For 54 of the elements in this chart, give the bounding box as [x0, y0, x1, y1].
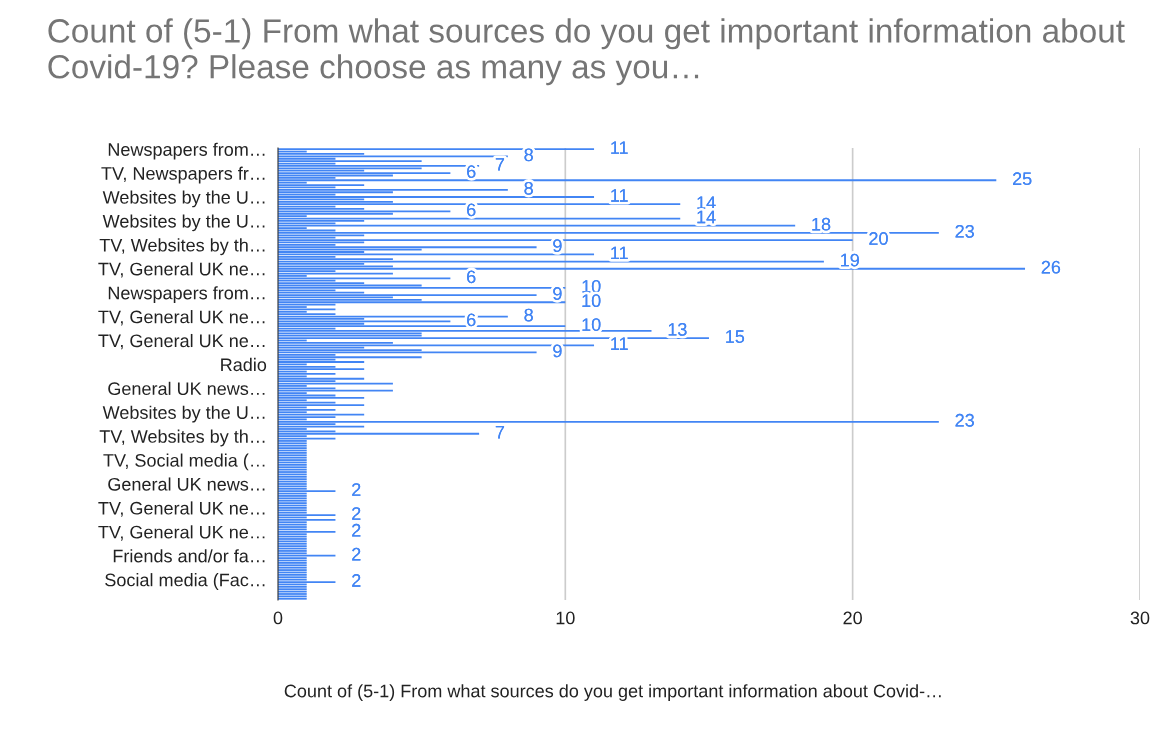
- data-label: 14: [697, 210, 716, 224]
- y-tick-label: TV, Newspapers fr…: [101, 166, 265, 184]
- y-tick-label: TV, General UK ne…: [98, 262, 265, 278]
- data-label: 10: [582, 318, 601, 331]
- y-tick-label: Friends and/or fa…: [113, 549, 265, 563]
- data-label: 2: [352, 547, 361, 561]
- y-tick-label: Websites by the U…: [102, 190, 265, 208]
- data-label: 7: [495, 426, 505, 439]
- x-tick-label: 30: [1130, 611, 1150, 625]
- data-label: 18: [812, 217, 831, 231]
- data-label: 6: [467, 270, 476, 284]
- data-label: 8: [524, 181, 533, 195]
- data-label: 9: [553, 287, 562, 300]
- data-label: 14: [697, 196, 716, 209]
- data-label: 8: [524, 308, 533, 322]
- chart-title: Count of (5-1) From what sources do you get important information about Covid-19? Please choose as many as you…: [48, 18, 1125, 86]
- y-tick-label: Radio: [221, 357, 267, 372]
- data-label: 11: [611, 246, 628, 260]
- data-label: 13: [668, 322, 687, 336]
- data-label: 20: [869, 232, 888, 245]
- x-tick-label: 10: [556, 611, 575, 625]
- data-label: 23: [955, 224, 974, 238]
- y-tick-label: TV, General UK ne…: [98, 501, 265, 517]
- data-label: 11: [611, 189, 628, 202]
- y-tick-label: Newspapers from…: [108, 286, 265, 303]
- data-label: 7: [495, 158, 505, 171]
- y-tick-label: TV, General UK ne…: [98, 310, 265, 326]
- x-tick-label: 0: [273, 611, 283, 625]
- y-tick-label: Social media (Fac…: [105, 573, 265, 590]
- data-label: 10: [582, 294, 601, 308]
- y-tick-label: TV, Websites by th…: [99, 238, 265, 256]
- data-label: 6: [467, 165, 476, 178]
- y-tick-label: TV, General UK ne…: [98, 333, 265, 350]
- data-label: 11: [611, 141, 628, 154]
- y-tick-label: Websites by the U…: [102, 405, 265, 423]
- data-label: 25: [1013, 172, 1032, 186]
- data-label: 2: [352, 574, 361, 587]
- y-tick-label: Newspapers from…: [108, 142, 265, 160]
- data-label: 2: [352, 507, 361, 520]
- y-tick-label: TV, Social media (…: [103, 453, 265, 471]
- data-label: 15: [726, 330, 745, 343]
- y-tick-label: Websites by the U…: [102, 214, 265, 232]
- y-tick-label: General UK news…: [108, 477, 265, 491]
- x-tick-label: 20: [843, 611, 862, 625]
- y-tick-label: General UK news…: [108, 381, 265, 396]
- data-label: 6: [467, 313, 476, 327]
- x-axis-title: Count of (5-1) From what sources do you get important information about Covid-…: [284, 684, 941, 701]
- y-tick-label: TV, Websites by th…: [99, 429, 265, 447]
- data-label: 19: [841, 253, 859, 267]
- data-label: 2: [352, 483, 361, 496]
- y-tick-label: TV, General UK ne…: [98, 525, 265, 541]
- data-label: 26: [1041, 260, 1061, 274]
- data-label: 2: [352, 523, 361, 537]
- data-label: 23: [955, 413, 974, 427]
